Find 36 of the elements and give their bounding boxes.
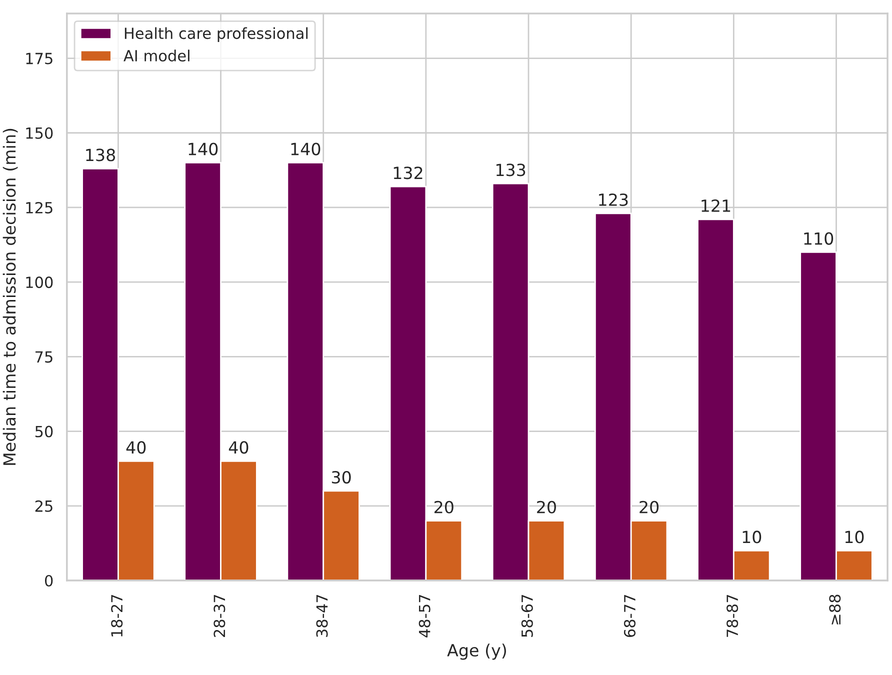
y-axis-title: Median time to admission decision (min) [2, 128, 18, 465]
data-label: 140 [188, 142, 218, 156]
data-label: 10 [742, 530, 762, 544]
y-tick-label: 25 [35, 500, 52, 512]
x-tick-label: 68-77 [624, 595, 636, 638]
y-tick-label: 150 [26, 127, 53, 139]
x-axis-title: Age (y) [447, 644, 506, 660]
x-tick-label: ≥88 [829, 594, 841, 624]
x-tick-label: 18-27 [111, 595, 123, 636]
x-tick-label: 58-67 [521, 595, 533, 637]
data-label: 140 [291, 142, 320, 156]
data-label: 132 [394, 166, 422, 180]
data-label: 20 [640, 500, 659, 514]
data-label: 121 [702, 199, 730, 212]
x-tick-label: 38-47 [316, 595, 328, 637]
data-label: 133 [496, 164, 526, 176]
data-label: 123 [599, 193, 628, 206]
data-label: 110 [804, 232, 834, 245]
y-tick-label: 50 [35, 426, 53, 438]
data-label: 40 [228, 441, 248, 454]
x-tick-label: 78-87 [726, 595, 738, 637]
y-tick-label: 125 [26, 202, 52, 214]
y-tick-label: 75 [36, 351, 52, 363]
data-label: 20 [537, 500, 556, 514]
legend-label: Health care professional [124, 27, 308, 42]
data-label: 20 [434, 500, 454, 514]
legend-label: AI model [124, 50, 190, 62]
data-label: 40 [126, 441, 146, 454]
y-tick-label: 175 [26, 52, 52, 64]
data-label: 30 [332, 470, 351, 484]
data-label: 138 [86, 148, 116, 162]
y-tick-label: 100 [26, 276, 53, 288]
data-label: 10 [845, 530, 864, 544]
x-tick-label: 28-37 [214, 595, 226, 637]
y-tick-label: 0 [44, 574, 53, 587]
x-tick-label: 48-57 [418, 595, 430, 638]
